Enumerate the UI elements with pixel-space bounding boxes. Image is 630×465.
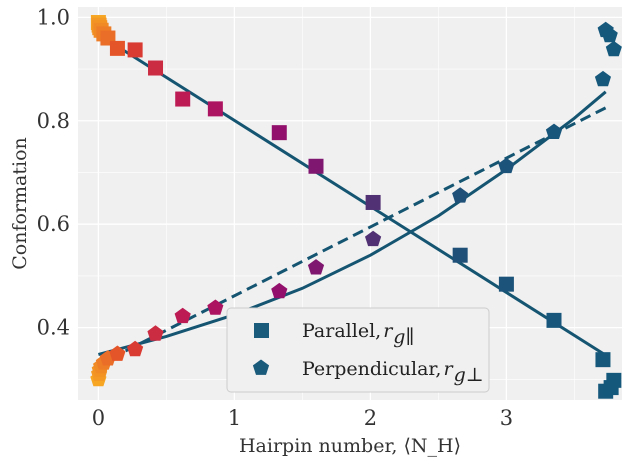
x-tick-label: 1 — [228, 406, 241, 430]
data-point-perpendicular — [147, 325, 164, 341]
data-point-perpendicular — [207, 299, 224, 315]
y-tick-label: 0.6 — [37, 212, 70, 236]
data-point-parallel — [127, 42, 143, 58]
data-point-parallel — [595, 352, 611, 368]
data-point-perpendicular — [601, 26, 618, 43]
data-point-parallel — [452, 247, 468, 263]
fit-line-parallel — [97, 33, 604, 355]
data-point-perpendicular — [452, 187, 469, 203]
legend-symbol: r — [383, 320, 394, 342]
x-tick-label: 0 — [92, 406, 105, 430]
x-axis-label: Hairpin number, ⟨N_H⟩ — [239, 435, 461, 457]
x-tick-label: 2 — [364, 406, 377, 430]
data-point-perpendicular — [545, 123, 563, 139]
legend-subscript: g⊥ — [454, 364, 484, 386]
data-point-parallel — [606, 372, 622, 388]
data-point-parallel — [308, 158, 324, 174]
data-point-parallel — [148, 60, 164, 76]
legend-label-perpendicular: Perpendicular, — [302, 358, 441, 380]
data-point-parallel — [175, 91, 191, 107]
legend-box — [226, 307, 490, 393]
data-point-parallel — [498, 276, 514, 292]
data-point-perpendicular — [174, 307, 191, 324]
legend-subscript: g∥ — [393, 326, 414, 348]
data-point-parallel — [365, 194, 381, 210]
data-point-perpendicular — [498, 157, 515, 174]
data-point-parallel — [271, 125, 287, 141]
data-point-perpendicular — [109, 345, 126, 361]
fit-line-perpendicular-dashed — [124, 106, 607, 353]
data-point-perpendicular — [594, 70, 611, 87]
data-point-perpendicular — [271, 282, 288, 299]
legend-label-parallel: Parallel, — [302, 320, 381, 342]
data-point-parallel — [546, 312, 562, 328]
y-tick-label: 1.0 — [37, 5, 70, 29]
legend-symbol: r — [443, 358, 454, 380]
y-tick-label: 0.8 — [37, 109, 70, 133]
data-point-perpendicular — [365, 230, 382, 247]
data-point-parallel — [109, 40, 125, 56]
x-tick-label: 3 — [500, 406, 513, 430]
legend-marker-perpendicular — [252, 359, 270, 375]
y-tick-label: 0.4 — [37, 316, 70, 340]
y-axis-label: Conformation — [9, 137, 31, 270]
data-point-perpendicular — [605, 40, 622, 57]
data-point-perpendicular — [127, 340, 144, 357]
data-point-parallel — [207, 101, 223, 117]
data-point-perpendicular — [307, 259, 325, 275]
legend-marker-parallel — [254, 323, 269, 338]
